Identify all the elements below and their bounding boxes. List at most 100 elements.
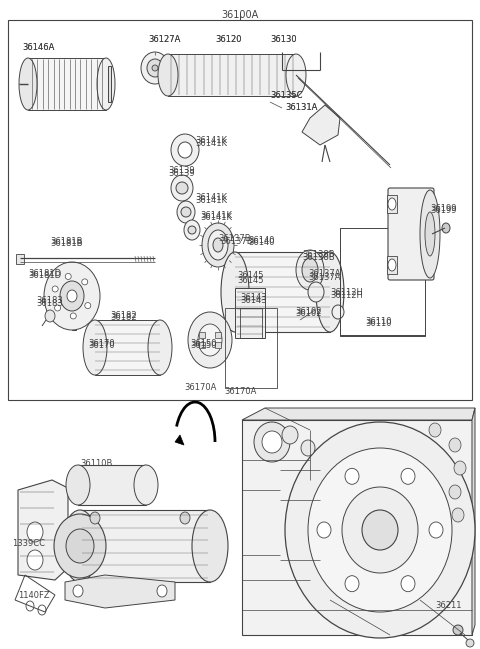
Ellipse shape bbox=[285, 422, 475, 638]
Text: 36199: 36199 bbox=[430, 204, 456, 213]
Ellipse shape bbox=[198, 324, 222, 356]
Bar bbox=[80, 510, 210, 582]
Ellipse shape bbox=[213, 238, 223, 252]
Bar bbox=[199, 332, 205, 338]
Ellipse shape bbox=[52, 286, 58, 292]
Bar bbox=[387, 195, 397, 213]
Bar bbox=[108, 66, 111, 102]
Text: 36141K: 36141K bbox=[200, 211, 232, 220]
Text: 36145: 36145 bbox=[237, 276, 264, 285]
Text: 36102: 36102 bbox=[295, 307, 322, 316]
Ellipse shape bbox=[362, 510, 398, 550]
Ellipse shape bbox=[345, 576, 359, 592]
Ellipse shape bbox=[62, 510, 98, 582]
Ellipse shape bbox=[152, 65, 158, 71]
Text: 36211: 36211 bbox=[435, 601, 461, 610]
Bar bbox=[235, 252, 330, 332]
Text: 36141K: 36141K bbox=[200, 213, 232, 222]
Text: 36137A: 36137A bbox=[308, 269, 340, 278]
Ellipse shape bbox=[147, 59, 163, 77]
Text: 36131A: 36131A bbox=[285, 103, 317, 112]
Polygon shape bbox=[472, 408, 475, 635]
Ellipse shape bbox=[262, 431, 282, 453]
Text: 36170: 36170 bbox=[88, 341, 115, 350]
Ellipse shape bbox=[221, 252, 249, 332]
Ellipse shape bbox=[171, 134, 199, 166]
Text: 36110B: 36110B bbox=[80, 459, 112, 468]
Ellipse shape bbox=[420, 190, 440, 278]
Ellipse shape bbox=[83, 320, 107, 375]
Ellipse shape bbox=[401, 469, 415, 484]
Ellipse shape bbox=[452, 508, 464, 522]
Ellipse shape bbox=[90, 512, 100, 524]
Bar bbox=[235, 288, 265, 338]
Ellipse shape bbox=[301, 440, 315, 456]
Ellipse shape bbox=[70, 313, 76, 319]
Polygon shape bbox=[242, 408, 475, 420]
Ellipse shape bbox=[454, 461, 466, 475]
Text: 36102: 36102 bbox=[295, 309, 322, 318]
Ellipse shape bbox=[19, 58, 37, 110]
Text: 36120: 36120 bbox=[215, 35, 241, 44]
Polygon shape bbox=[175, 435, 184, 445]
Ellipse shape bbox=[449, 438, 461, 452]
Ellipse shape bbox=[44, 262, 100, 330]
Text: 36183: 36183 bbox=[36, 296, 63, 305]
Bar bbox=[240, 308, 262, 338]
Ellipse shape bbox=[316, 252, 344, 332]
Ellipse shape bbox=[453, 625, 463, 635]
Ellipse shape bbox=[66, 465, 90, 505]
Text: 36110: 36110 bbox=[365, 317, 392, 326]
Bar bbox=[225, 308, 277, 388]
Ellipse shape bbox=[388, 198, 396, 210]
Text: 36137A: 36137A bbox=[308, 273, 340, 282]
Ellipse shape bbox=[27, 522, 43, 542]
Ellipse shape bbox=[308, 282, 324, 302]
Ellipse shape bbox=[141, 52, 169, 84]
Ellipse shape bbox=[180, 512, 190, 524]
Bar bbox=[16, 254, 24, 264]
Text: 36141K: 36141K bbox=[195, 136, 227, 145]
Ellipse shape bbox=[442, 223, 450, 233]
Ellipse shape bbox=[308, 448, 452, 612]
Ellipse shape bbox=[178, 142, 192, 158]
Ellipse shape bbox=[157, 585, 167, 597]
Bar bbox=[199, 342, 205, 348]
Ellipse shape bbox=[425, 212, 435, 256]
Ellipse shape bbox=[429, 423, 441, 437]
Text: 36181D: 36181D bbox=[28, 269, 61, 278]
Ellipse shape bbox=[112, 323, 124, 337]
Text: 36127A: 36127A bbox=[148, 35, 180, 44]
Text: 36127A: 36127A bbox=[148, 35, 180, 44]
Text: 36181B: 36181B bbox=[50, 239, 83, 248]
Bar bbox=[72, 262, 76, 330]
Text: 1140FZ: 1140FZ bbox=[18, 591, 49, 600]
FancyBboxPatch shape bbox=[388, 188, 434, 280]
Bar bbox=[8, 20, 472, 400]
Text: 36150: 36150 bbox=[190, 339, 216, 348]
Polygon shape bbox=[242, 420, 472, 635]
Text: 36140: 36140 bbox=[248, 238, 275, 247]
Ellipse shape bbox=[65, 273, 71, 280]
Ellipse shape bbox=[26, 601, 34, 611]
Bar bbox=[387, 256, 397, 274]
Ellipse shape bbox=[388, 259, 396, 271]
Ellipse shape bbox=[286, 54, 306, 96]
Polygon shape bbox=[302, 105, 340, 145]
Text: 36182: 36182 bbox=[110, 313, 137, 322]
Text: 36182: 36182 bbox=[110, 311, 137, 320]
Text: 36135C: 36135C bbox=[270, 91, 302, 100]
Text: 36141K: 36141K bbox=[195, 196, 227, 205]
Text: 36170: 36170 bbox=[88, 339, 115, 348]
Text: 36137B: 36137B bbox=[218, 234, 251, 243]
Text: 36120: 36120 bbox=[215, 35, 241, 44]
Text: 36112H: 36112H bbox=[330, 288, 363, 297]
Text: 36130: 36130 bbox=[270, 35, 297, 44]
Ellipse shape bbox=[192, 510, 228, 582]
Bar bbox=[168, 54, 296, 96]
Polygon shape bbox=[18, 480, 68, 580]
Text: 36170A: 36170A bbox=[224, 387, 256, 396]
Ellipse shape bbox=[27, 550, 43, 570]
Text: 36138B: 36138B bbox=[302, 250, 335, 259]
Polygon shape bbox=[65, 575, 175, 608]
